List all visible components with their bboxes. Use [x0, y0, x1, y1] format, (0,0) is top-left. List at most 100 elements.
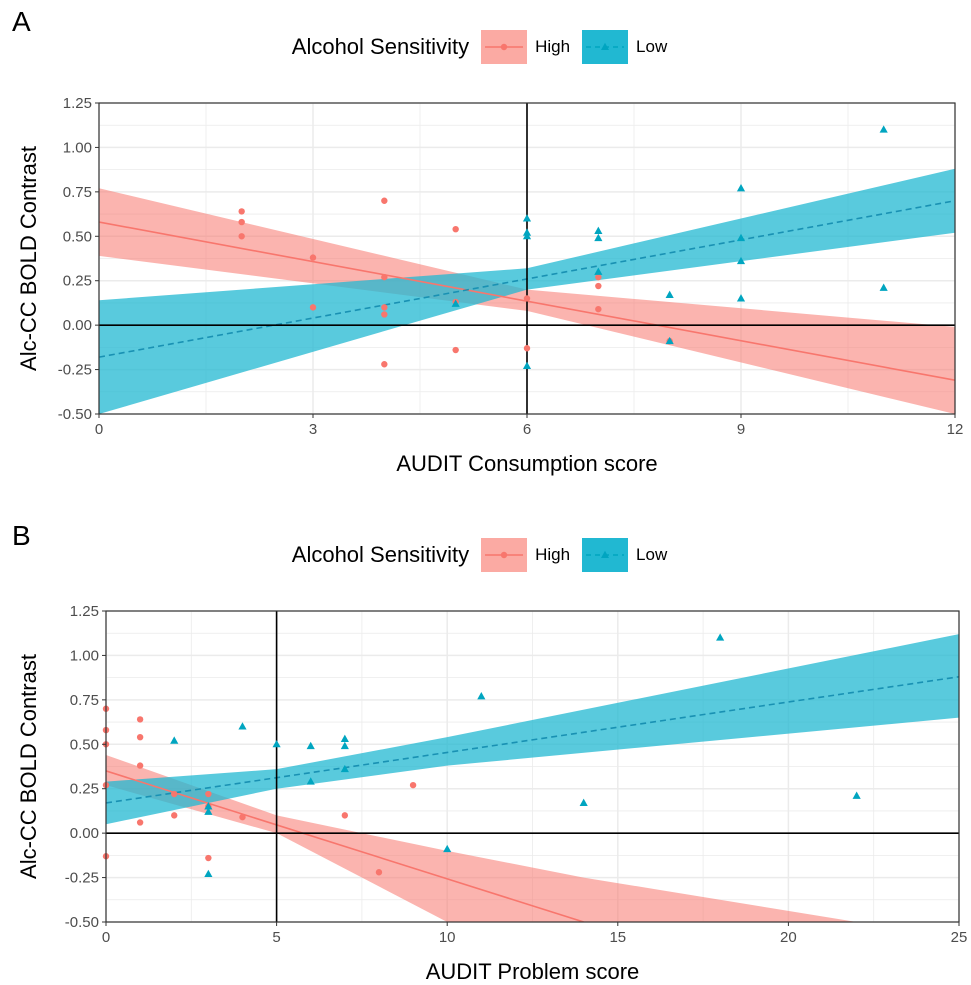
panel-border [105, 610, 960, 923]
fit-line-high [106, 770, 584, 922]
data-point-high [205, 854, 212, 862]
fit-line-low [106, 675, 959, 804]
data-point-low [716, 633, 725, 641]
y-tick-label: 0.75 [70, 692, 99, 709]
data-point-low [340, 741, 349, 750]
y-tick-label: -0.25 [58, 362, 92, 379]
legend-marker-triangle [601, 550, 610, 558]
data-point-high [381, 361, 388, 368]
y-tick-label: 1.25 [63, 95, 92, 112]
y-tick-label: -0.25 [65, 870, 99, 887]
x-axis-title: AUDIT Consumption score [396, 451, 657, 476]
confidence-band-low [99, 168, 955, 414]
data-point-low [879, 125, 888, 133]
y-tick-label: 1.00 [70, 647, 99, 664]
data-point-low [579, 798, 588, 806]
x-tick-label: 3 [309, 421, 317, 438]
legend-key-low [582, 30, 629, 64]
panel-label: B [12, 520, 31, 551]
x-tick-label: 15 [609, 929, 626, 946]
legend-label-high: High [535, 37, 571, 56]
data-point-low [522, 361, 532, 370]
data-point-high [375, 869, 383, 876]
legend-item-low: Low [582, 538, 679, 572]
y-tick-label: 1.00 [63, 139, 92, 156]
data-point-low [665, 290, 674, 298]
chart-panel-b: B Alcohol Sensitivity High Low 0 5 10 15 20 2… [0, 492, 971, 985]
legend: Alcohol Sensitivity High Low [0, 30, 971, 64]
confidence-band-high [106, 754, 857, 922]
data-point-low [477, 692, 486, 700]
x-tick-label: 0 [95, 421, 103, 438]
data-point-low [594, 233, 603, 242]
data-point-low [736, 294, 746, 302]
x-tick-label: 20 [780, 929, 797, 946]
data-point-low [238, 722, 247, 730]
data-point-high [381, 311, 388, 318]
x-axis-title: AUDIT Problem score [426, 959, 640, 984]
data-point-high [136, 733, 144, 741]
legend-key-high [481, 30, 528, 64]
data-point-high [409, 781, 417, 789]
axes: 0 3 6 9 12 -0.50 -0.25 0.00 0.25 0.50 0.75 1.00 1.25… [16, 95, 963, 476]
data-point-low [879, 283, 888, 291]
data-point-low [443, 844, 452, 853]
legend-marker-triangle [601, 42, 610, 50]
legend-item-high: High [481, 30, 582, 64]
series-low-points [170, 633, 861, 878]
data-point-low [272, 739, 281, 748]
data-point-high [136, 762, 144, 769]
data-point-low [594, 267, 603, 275]
y-tick-label: 0.50 [63, 228, 92, 245]
x-tick-label: 25 [951, 929, 968, 946]
data-point-low [204, 802, 213, 810]
data-point-high [309, 304, 317, 311]
legend-title: Alcohol Sensitivity [291, 34, 470, 59]
legend-label-high: High [535, 545, 571, 564]
data-point-high [381, 273, 388, 281]
plot-area [98, 102, 956, 415]
confidence-band-low [106, 634, 959, 825]
data-point-low [340, 734, 349, 742]
data-point-low [306, 741, 315, 750]
data-point-high [595, 282, 602, 290]
x-tick-label: 9 [737, 421, 745, 438]
x-tick-label: 6 [523, 421, 531, 438]
x-tick-label: 0 [102, 929, 110, 946]
data-point-low [665, 336, 674, 345]
x-tick-label: 5 [272, 929, 280, 946]
data-point-high [341, 812, 349, 819]
data-point-high [205, 790, 212, 798]
legend-marker-circle [500, 551, 508, 559]
data-point-low [522, 231, 532, 240]
data-point-high [136, 716, 144, 723]
y-axis-title: Alc-CC BOLD Contrast [16, 146, 41, 371]
data-point-low [594, 226, 603, 234]
data-point-high [238, 233, 245, 240]
scatter-plot-b: 0 5 10 15 20 25 -0.50 -0.25 0.00 0.25 0.50 0.75 1.00… [16, 603, 968, 984]
data-point-low [736, 233, 746, 242]
data-point-high [595, 273, 602, 281]
plot-area [102, 610, 960, 923]
data-point-high [238, 208, 245, 215]
data-point-high [239, 813, 246, 821]
fit-layer [106, 634, 959, 922]
data-point-high [452, 225, 459, 233]
data-point-low [522, 214, 532, 222]
data-point-low [306, 777, 315, 785]
legend-item-high: High [481, 538, 582, 572]
data-point-high [595, 305, 602, 313]
legend: Alcohol Sensitivity High Low [0, 538, 971, 572]
data-point-high [523, 345, 531, 352]
y-tick-label: 0.25 [63, 273, 92, 290]
data-point-high [309, 254, 317, 261]
legend-label-low: Low [636, 545, 668, 564]
scatter-plot-a: 0 3 6 9 12 -0.50 -0.25 0.00 0.25 0.50 0.75 1.00 1.25… [16, 95, 963, 476]
data-point-high [171, 812, 178, 819]
y-tick-label: 0.00 [70, 825, 99, 842]
series-low-points [451, 125, 888, 370]
chart-panel-a: A Alcohol Sensitivity High Low 0 3 6 9 12 -0.… [0, 0, 971, 492]
series-high-points [238, 197, 673, 368]
y-tick-label: 0.00 [63, 317, 92, 334]
data-point-low [340, 764, 349, 773]
